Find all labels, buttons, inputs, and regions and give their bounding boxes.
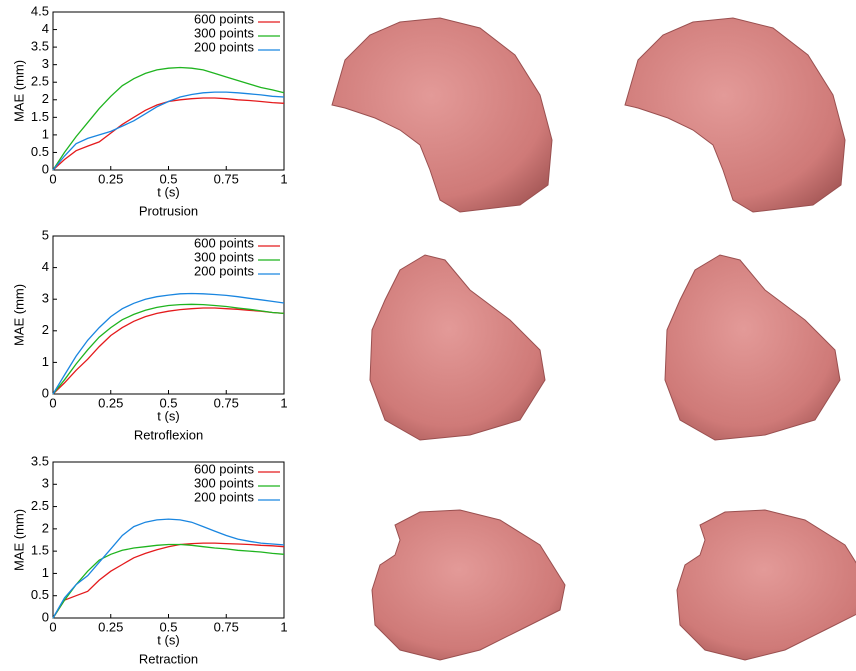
y-tick-label: 2: [42, 520, 49, 535]
legend-label: 600 points: [194, 235, 254, 250]
data-line: [52, 307, 285, 395]
tongue-shape: [369, 254, 546, 441]
y-tick-label: 1: [42, 565, 49, 580]
y-tick-label: 0: [42, 385, 49, 400]
data-line: [52, 97, 285, 171]
x-tick-label: 0.75: [214, 619, 239, 634]
legend-label: 300 points: [194, 25, 254, 40]
x-tick-label: 1: [280, 171, 287, 186]
x-tick-label: 0.5: [159, 395, 177, 410]
x-tick-label: 0: [49, 395, 56, 410]
data-line: [52, 91, 285, 171]
x-axis-label: t (s): [157, 408, 179, 423]
y-tick-label: 4.5: [31, 3, 49, 18]
x-tick-label: 0.5: [159, 171, 177, 186]
y-tick-label: 3: [42, 476, 49, 491]
y-tick-label: 3.5: [31, 39, 49, 54]
x-axis-label: t (s): [157, 184, 179, 199]
x-tick-label: 0: [49, 171, 56, 186]
y-tick-label: 1.5: [31, 109, 49, 124]
x-tick-label: 0.25: [98, 395, 123, 410]
x-tick-label: 0.5: [159, 619, 177, 634]
y-tick-label: 0.5: [31, 144, 49, 159]
tongue-shape: [624, 17, 846, 213]
y-tick-label: 0.5: [31, 587, 49, 602]
y-tick-label: 0: [42, 609, 49, 624]
tongue-shape: [371, 509, 566, 661]
legend-label: 300 points: [194, 475, 254, 490]
y-tick-label: 3: [42, 291, 49, 306]
chart-title: Retroflexion: [134, 427, 203, 442]
data-line: [52, 66, 285, 171]
x-tick-label: 0.75: [214, 395, 239, 410]
tongue-shape: [664, 254, 841, 441]
y-tick-label: 1: [42, 354, 49, 369]
y-tick-label: 4: [42, 21, 49, 36]
y-tick-label: 3.5: [31, 453, 49, 468]
y-tick-label: 2.5: [31, 74, 49, 89]
y-tick-label: 1: [42, 126, 49, 141]
tongue-shape: [676, 509, 856, 661]
legend-label: 200 points: [194, 39, 254, 54]
y-tick-label: 2.5: [31, 498, 49, 513]
y-tick-label: 1.5: [31, 543, 49, 558]
data-line: [52, 542, 285, 619]
x-tick-label: 1: [280, 395, 287, 410]
data-line: [52, 303, 285, 395]
y-axis-label: MAE (mm): [11, 60, 26, 122]
y-axis-label: MAE (mm): [11, 509, 26, 571]
y-tick-label: 0: [42, 161, 49, 176]
y-tick-label: 3: [42, 56, 49, 71]
x-tick-label: 0.75: [214, 171, 239, 186]
y-tick-label: 2: [42, 322, 49, 337]
chart-title: Retraction: [139, 651, 198, 666]
legend-label: 200 points: [194, 489, 254, 504]
legend-label: 200 points: [194, 263, 254, 278]
y-tick-label: 2: [42, 91, 49, 106]
chart-title: Protrusion: [139, 203, 198, 218]
x-tick-label: 0: [49, 619, 56, 634]
y-axis-label: MAE (mm): [11, 284, 26, 346]
data-line: [52, 518, 285, 619]
y-tick-label: 5: [42, 227, 49, 242]
data-line: [52, 543, 285, 619]
y-tick-label: 4: [42, 259, 49, 274]
legend-label: 300 points: [194, 249, 254, 264]
tongue-shape: [331, 17, 553, 213]
x-tick-label: 0.25: [98, 619, 123, 634]
x-tick-label: 1: [280, 619, 287, 634]
tongue-renders: [331, 17, 856, 661]
legend-label: 600 points: [194, 11, 254, 26]
data-line: [52, 292, 285, 395]
x-axis-label: t (s): [157, 632, 179, 647]
legend-label: 600 points: [194, 461, 254, 476]
x-tick-label: 0.25: [98, 171, 123, 186]
